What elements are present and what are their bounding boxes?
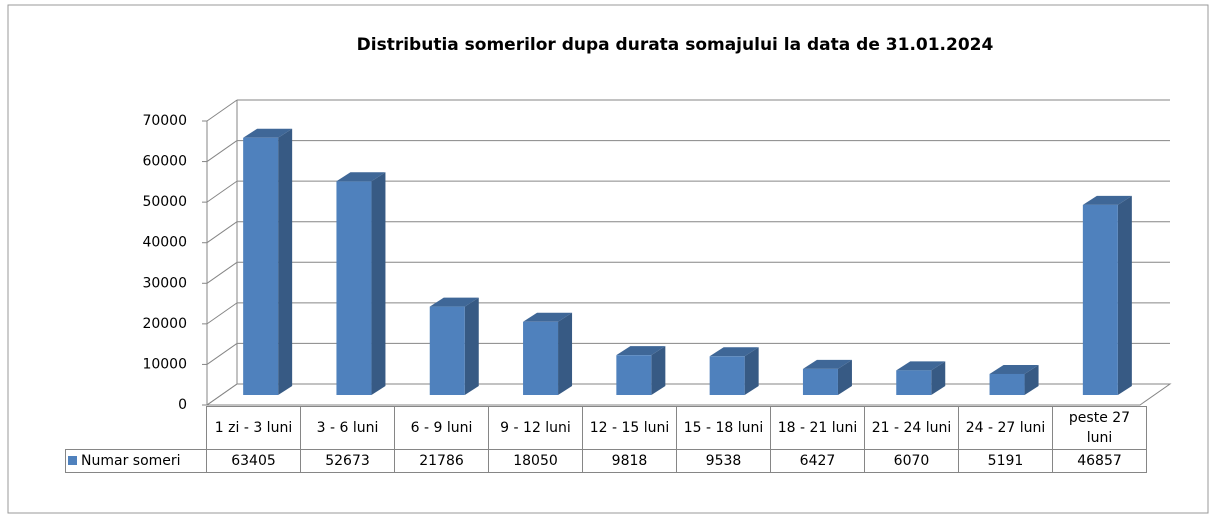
- bar-top: [989, 364, 1039, 374]
- table-value: 52673: [300, 449, 395, 473]
- bar-front: [336, 181, 372, 395]
- table-value: 5191: [958, 449, 1053, 473]
- x-tick-label: 18 - 21 luni: [770, 406, 865, 450]
- y-tick-label: 40000: [142, 235, 187, 251]
- table-value: 21786: [394, 449, 489, 473]
- bar: [709, 347, 759, 395]
- bar-top: [802, 359, 852, 369]
- bar-top: [616, 346, 666, 356]
- legend-cell: Numar someri: [65, 449, 207, 473]
- bar-top: [336, 172, 386, 182]
- bar-top: [523, 312, 573, 322]
- grid-line: [206, 343, 238, 365]
- bar-side: [558, 312, 573, 395]
- table-value: 18050: [488, 449, 583, 473]
- x-tick-label: 24 - 27 luni: [958, 406, 1053, 450]
- bar-side: [1117, 195, 1132, 395]
- y-tick-label: 60000: [142, 154, 187, 170]
- bar-top: [709, 347, 759, 357]
- data-row: Numar someri 63405 52673 21786 18050 9818 9538…: [65, 449, 1147, 473]
- x-tick-label: peste 27 luni: [1052, 406, 1147, 450]
- grid-line: [206, 180, 238, 203]
- grid-line: [206, 99, 238, 122]
- bar-top: [1082, 195, 1132, 205]
- table-value: 6070: [864, 449, 959, 473]
- legend-label: Numar someri: [81, 453, 181, 469]
- bar: [523, 312, 573, 395]
- bar: [896, 361, 946, 395]
- header-row: 1 zi - 3 luni 3 - 6 luni 6 - 9 luni 9 - 12 …: [65, 406, 1147, 450]
- bar-front: [523, 321, 559, 395]
- grid-line: [206, 221, 238, 244]
- table-value: 6427: [770, 449, 865, 473]
- grid-line: [206, 261, 238, 284]
- bar-top: [896, 361, 946, 371]
- corner-cell: [65, 406, 207, 450]
- x-tick-label: 1 zi - 3 luni: [206, 406, 301, 450]
- y-tick-label: 0: [178, 397, 187, 413]
- x-tick-label: 15 - 18 luni: [676, 406, 771, 450]
- bar: [429, 297, 479, 395]
- x-tick-label: 9 - 12 luni: [488, 406, 583, 450]
- bar-front: [802, 368, 838, 395]
- table-value: 63405: [206, 449, 301, 473]
- y-tick-label: 20000: [142, 316, 187, 332]
- chart-title: Distributia somerilor dupa durata somaju…: [357, 35, 994, 55]
- x-tick-label: 3 - 6 luni: [300, 406, 395, 450]
- bar-top: [243, 128, 293, 138]
- bar-side: [744, 347, 759, 395]
- bar: [1082, 195, 1132, 395]
- bar-front: [429, 306, 465, 395]
- bar-front: [896, 370, 932, 395]
- bar-side: [1024, 364, 1039, 395]
- bar-top: [429, 297, 479, 307]
- table-value: 46857: [1052, 449, 1147, 473]
- x-tick-label: 21 - 24 luni: [864, 406, 959, 450]
- table-value: 9818: [582, 449, 677, 473]
- grid-line: [206, 140, 238, 162]
- bar: [802, 359, 852, 395]
- data-table: 1 zi - 3 luni 3 - 6 luni 6 - 9 luni 9 - 12 …: [65, 406, 1147, 473]
- grid-line: [206, 383, 238, 406]
- x-tick-label: 12 - 15 luni: [582, 406, 677, 450]
- grid-line: [206, 302, 238, 325]
- bar-front: [709, 356, 745, 395]
- bar-side: [931, 361, 946, 395]
- y-tick-label: 70000: [142, 113, 187, 129]
- bar: [989, 364, 1039, 395]
- bar-side: [464, 297, 479, 395]
- bar: [336, 172, 386, 395]
- bar-side: [651, 346, 666, 395]
- bar-side: [278, 128, 293, 396]
- bar-side: [837, 359, 852, 395]
- y-tick-label: 50000: [142, 194, 187, 210]
- bar-front: [1082, 204, 1118, 395]
- bar-front: [989, 373, 1025, 395]
- table-value: 9538: [676, 449, 771, 473]
- bar-front: [616, 355, 652, 395]
- bar: [616, 346, 666, 395]
- bar-front: [243, 137, 279, 396]
- y-tick-label: 30000: [142, 275, 187, 291]
- y-tick-label: 10000: [142, 356, 187, 372]
- bar: [243, 128, 293, 396]
- legend-swatch: [68, 456, 77, 465]
- bar-side: [371, 172, 386, 395]
- x-tick-label: 6 - 9 luni: [394, 406, 489, 450]
